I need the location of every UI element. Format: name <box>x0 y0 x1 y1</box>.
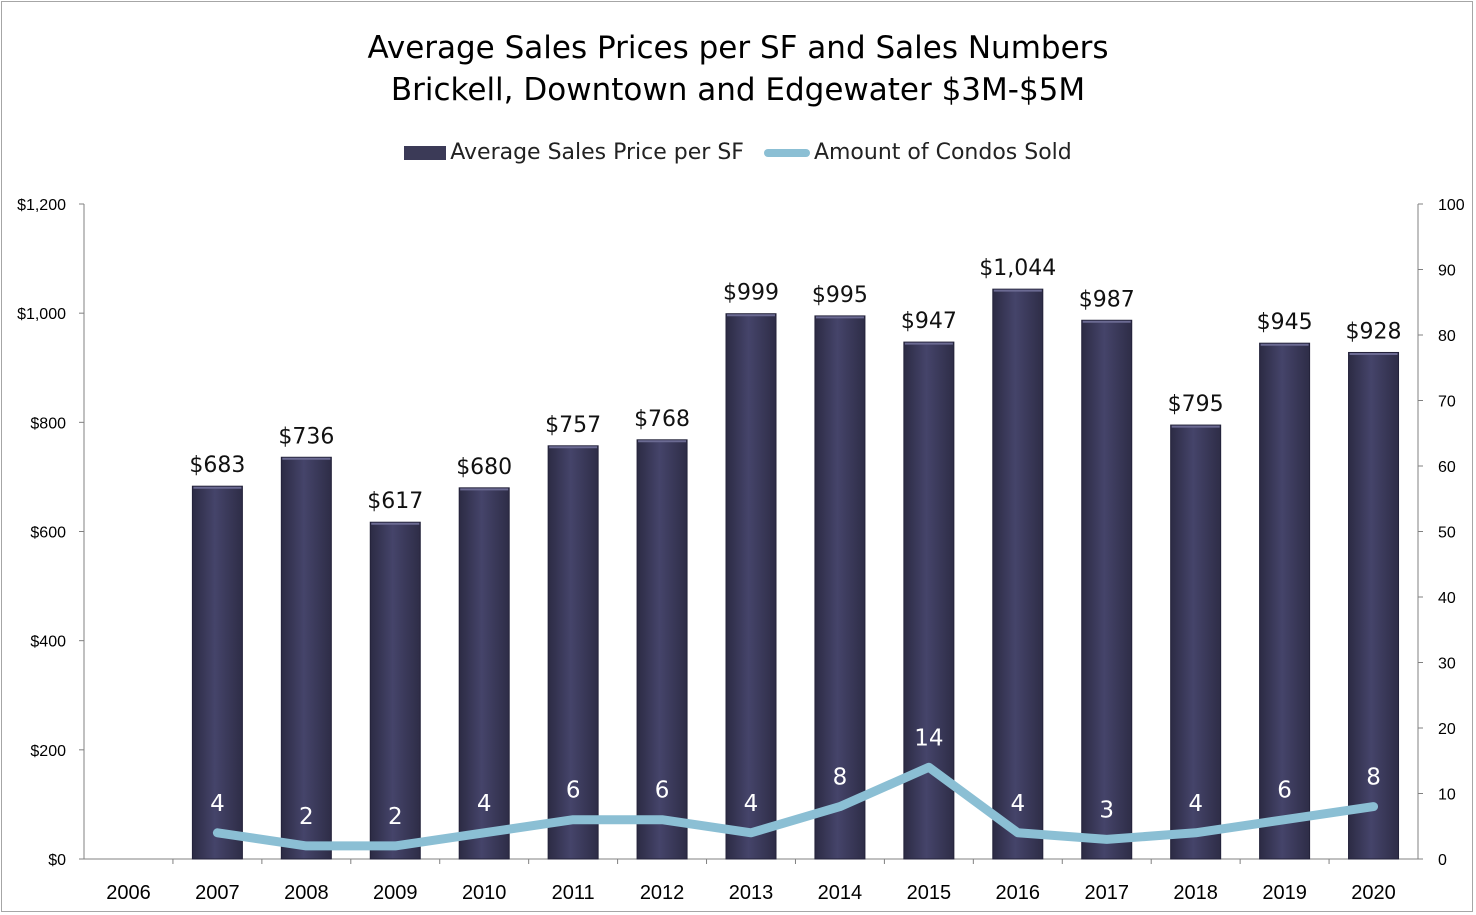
legend-item-condos: Amount of Condos Sold <box>763 140 1072 165</box>
legend: Average Sales Price per SF Amount of Con… <box>0 140 1476 165</box>
x-tick-label: 2019 <box>1262 882 1307 904</box>
bar-data-label: $928 <box>1346 319 1402 344</box>
bar <box>636 439 688 860</box>
line-data-label: 6 <box>1277 778 1292 804</box>
y-left-tick-label: $600 <box>30 525 66 542</box>
bar <box>547 445 599 860</box>
y-left-tick-label: $1,000 <box>17 306 66 323</box>
line-data-label: 4 <box>477 791 492 817</box>
x-tick-label: 2013 <box>729 882 774 904</box>
bar-data-label: $768 <box>634 407 690 432</box>
bar <box>992 288 1044 860</box>
x-tick-label: 2008 <box>284 882 329 904</box>
bar-data-label: $683 <box>189 453 245 478</box>
bar-data-label: $945 <box>1257 310 1313 335</box>
y-right-tick-label: 10 <box>1438 787 1456 804</box>
bar-data-label: $736 <box>278 424 334 449</box>
x-tick-label: 2014 <box>818 882 863 904</box>
line-data-label: 2 <box>388 804 403 830</box>
chart-subtitle: Brickell, Downtown and Edgewater $3M-$5M <box>390 72 1086 108</box>
y-right-tick-label: 40 <box>1438 590 1456 607</box>
y-right-tick-label: 50 <box>1438 525 1456 542</box>
y-right-tick-label: 0 <box>1438 852 1447 869</box>
y-right-tick-label: 60 <box>1438 459 1456 476</box>
legend-item-price: Average Sales Price per SF <box>404 140 744 165</box>
y-left-tick-label: $200 <box>30 743 66 760</box>
line-data-label: 2 <box>299 804 314 830</box>
x-tick-label: 2009 <box>373 882 418 904</box>
x-tick-label: 2007 <box>195 882 240 904</box>
bar-data-label: $757 <box>545 413 601 438</box>
chart-title: Average Sales Prices per SF and Sales Nu… <box>367 30 1109 66</box>
y-left-tick-label: $1,200 <box>17 197 66 214</box>
x-tick-label: 2017 <box>1084 882 1129 904</box>
bar-data-label: $795 <box>1168 392 1224 417</box>
bar-data-label: $947 <box>901 309 957 334</box>
x-tick-label: 2010 <box>462 882 507 904</box>
legend-label-condos: Amount of Condos Sold <box>813 140 1072 165</box>
bar <box>458 487 510 860</box>
line-data-label: 8 <box>1366 765 1381 791</box>
line-data-label: 4 <box>210 791 225 817</box>
bar <box>191 485 243 860</box>
bar-data-label: $987 <box>1079 287 1135 312</box>
line-data-label: 4 <box>1188 791 1203 817</box>
x-tick-label: 2006 <box>106 882 151 904</box>
bar-data-label: $999 <box>723 281 779 306</box>
bar-data-label: $995 <box>812 283 868 308</box>
x-tick-label: 2012 <box>640 882 685 904</box>
bar <box>1170 424 1222 860</box>
y-left-tick-label: $800 <box>30 415 66 432</box>
legend-label-price: Average Sales Price per SF <box>450 140 744 165</box>
y-left-tick-label: $400 <box>30 634 66 651</box>
bar <box>369 521 421 860</box>
line-data-label: 8 <box>833 765 848 791</box>
y-right-tick-label: 70 <box>1438 394 1456 411</box>
line-data-label: 3 <box>1099 797 1114 823</box>
line-data-label: 4 <box>744 791 759 817</box>
bar <box>280 456 332 860</box>
x-tick-label: 2016 <box>996 882 1041 904</box>
line-data-label: 6 <box>566 778 581 804</box>
line-data-label: 6 <box>655 778 670 804</box>
bar <box>1348 351 1400 860</box>
legend-swatch-line <box>763 148 810 157</box>
x-tick-label: 2018 <box>1173 882 1218 904</box>
line-data-label: 14 <box>914 725 943 751</box>
bar <box>1259 342 1311 860</box>
bar <box>725 313 777 860</box>
condos-sold-line <box>212 762 1379 851</box>
y-left-tick-label: $0 <box>48 852 66 869</box>
x-tick-label: 2020 <box>1351 882 1396 904</box>
bar <box>814 315 866 860</box>
legend-swatch-bar <box>404 145 447 160</box>
bar-data-label: $617 <box>367 489 423 514</box>
x-tick-label: 2011 <box>552 882 595 904</box>
x-tick-label: 2015 <box>907 882 952 904</box>
line-data-label: 4 <box>1010 791 1025 817</box>
y-right-tick-label: 20 <box>1438 721 1456 738</box>
y-right-tick-label: 90 <box>1438 263 1456 280</box>
y-right-tick-label: 100 <box>1438 197 1465 214</box>
bar <box>1081 319 1133 860</box>
bar-data-label: $680 <box>456 455 512 480</box>
bar-data-label: $1,044 <box>979 256 1056 281</box>
y-right-tick-label: 80 <box>1438 328 1456 345</box>
y-right-tick-label: 30 <box>1438 656 1456 673</box>
